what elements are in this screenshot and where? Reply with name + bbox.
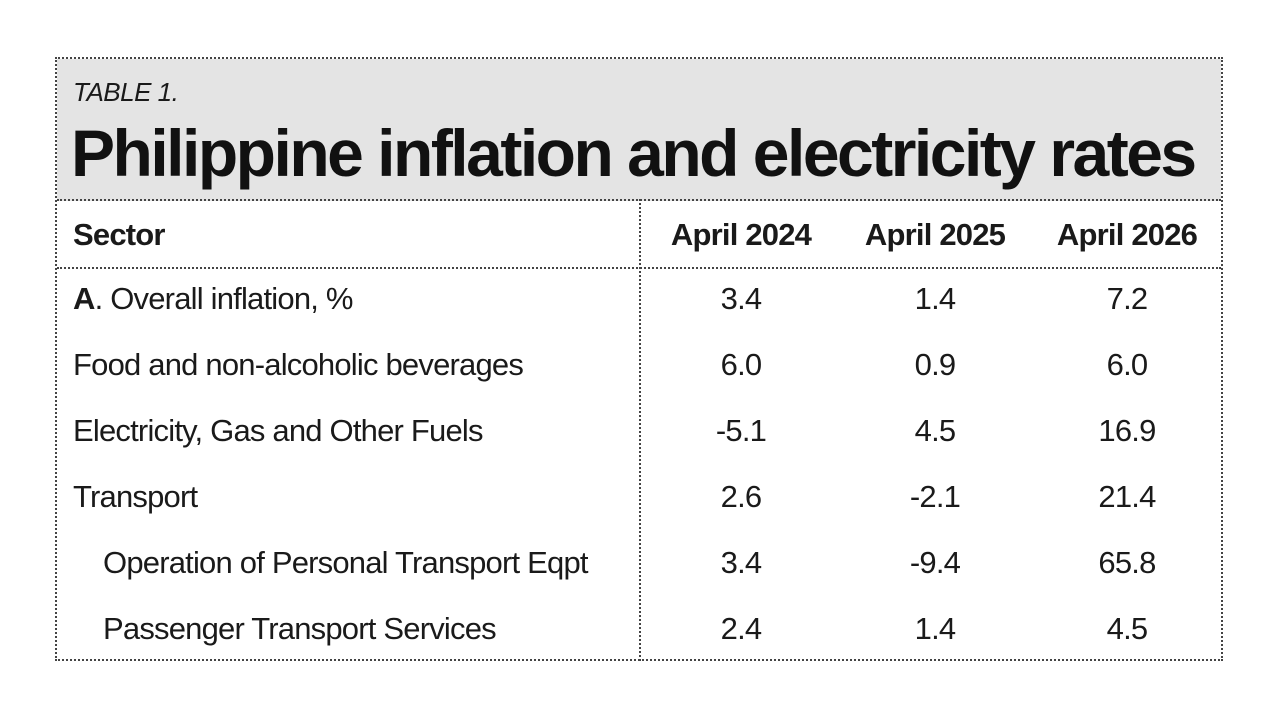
cell-april-2024: 3.4 bbox=[720, 281, 763, 316]
header-sector: Sector bbox=[73, 217, 165, 252]
table-header-band: TABLE 1. Philippine inflation and electr… bbox=[57, 59, 1221, 201]
row-sector-label: Transport bbox=[73, 479, 198, 514]
cell-april-2025: 1.4 bbox=[914, 281, 957, 316]
row-label-text: . Overall inflation, % bbox=[94, 281, 354, 316]
table-title: Philippine inflation and electricity rat… bbox=[71, 116, 1197, 190]
cell-april-2026: 16.9 bbox=[1098, 413, 1156, 448]
cell-april-2026: 4.5 bbox=[1106, 611, 1149, 646]
row-sector-label: Operation of Personal Transport Eqpt bbox=[103, 545, 589, 580]
row-prefix: A bbox=[73, 281, 95, 316]
column-header-row: Sector April 2024 April 2025 April 2026 bbox=[57, 201, 1221, 269]
cell-april-2024: 2.4 bbox=[720, 611, 763, 646]
header-april-2025: April 2025 bbox=[864, 217, 1006, 252]
row-sector-label: Food and non-alcoholic beverages bbox=[73, 347, 524, 382]
cell-april-2024: 2.6 bbox=[720, 479, 763, 514]
table-row: Transport 2.6 -2.1 21.4 bbox=[57, 467, 1221, 533]
table-label: TABLE 1. bbox=[73, 77, 179, 107]
table-row: Electricity, Gas and Other Fuels -5.1 4.… bbox=[57, 401, 1221, 467]
cell-april-2025: -9.4 bbox=[909, 545, 961, 580]
table-row: A. Overall inflation, % 3.4 1.4 7.2 bbox=[57, 269, 1221, 335]
cell-april-2026: 21.4 bbox=[1098, 479, 1156, 514]
column-divider bbox=[639, 199, 641, 661]
cell-april-2025: 4.5 bbox=[914, 413, 957, 448]
table-row: Passenger Transport Services 2.4 1.4 4.5 bbox=[57, 599, 1221, 665]
table-row: Operation of Personal Transport Eqpt 3.4… bbox=[57, 533, 1221, 599]
row-sector-label: Electricity, Gas and Other Fuels bbox=[73, 413, 484, 448]
cell-april-2026: 65.8 bbox=[1098, 545, 1156, 580]
cell-april-2026: 6.0 bbox=[1106, 347, 1149, 382]
inflation-table: TABLE 1. Philippine inflation and electr… bbox=[55, 57, 1223, 661]
cell-april-2024: 3.4 bbox=[720, 545, 763, 580]
header-april-2024: April 2024 bbox=[670, 217, 812, 252]
cell-april-2025: 1.4 bbox=[914, 611, 957, 646]
row-sector-label: A. Overall inflation, % bbox=[73, 281, 353, 317]
table-row: Food and non-alcoholic beverages 6.0 0.9… bbox=[57, 335, 1221, 401]
header-april-2026: April 2026 bbox=[1056, 217, 1198, 252]
cell-april-2024: 6.0 bbox=[720, 347, 763, 382]
cell-april-2026: 7.2 bbox=[1106, 281, 1149, 316]
cell-april-2025: 0.9 bbox=[914, 347, 957, 382]
table-body: A. Overall inflation, % 3.4 1.4 7.2 Food… bbox=[57, 269, 1221, 665]
cell-april-2025: -2.1 bbox=[909, 479, 961, 514]
cell-april-2024: -5.1 bbox=[715, 413, 767, 448]
row-sector-label: Passenger Transport Services bbox=[103, 611, 497, 646]
